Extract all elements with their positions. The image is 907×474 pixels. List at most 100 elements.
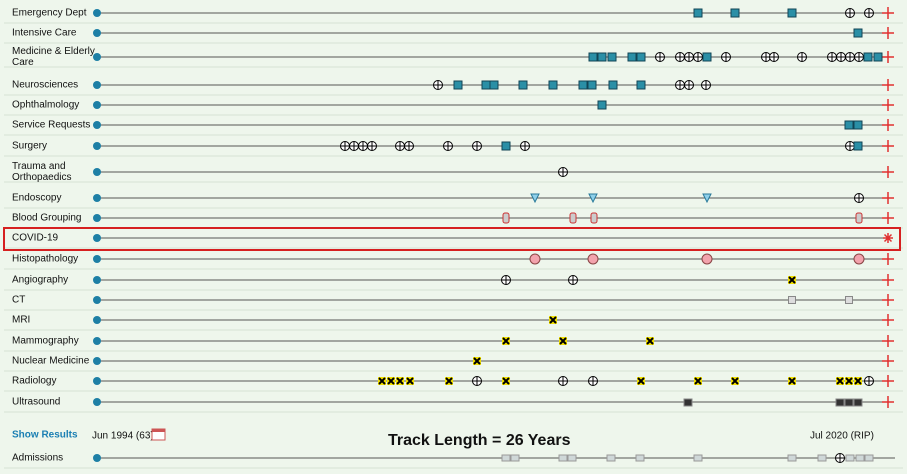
event-marker (502, 337, 510, 345)
event-marker (646, 337, 654, 345)
track-start (93, 29, 101, 37)
track-start (93, 142, 101, 150)
event-marker (835, 398, 845, 407)
event-marker (836, 52, 846, 62)
event-marker (721, 52, 731, 62)
event-marker (845, 296, 853, 304)
event-marker (684, 52, 694, 62)
admission-marker (635, 454, 645, 462)
track-start (93, 9, 101, 17)
event-marker (845, 8, 855, 18)
track-end (882, 79, 894, 91)
event-marker (378, 377, 386, 385)
event-marker (637, 377, 645, 385)
admission-marker (510, 454, 520, 462)
track-start (93, 316, 101, 324)
row-label: Intensive Care (12, 27, 77, 39)
event-marker (396, 377, 404, 385)
admission-marker (864, 454, 874, 462)
event-marker (854, 193, 864, 203)
track-start (93, 234, 101, 242)
track-end (882, 51, 894, 63)
event-marker (502, 377, 510, 385)
row-label: Mammography (12, 335, 79, 347)
event-marker (433, 80, 443, 90)
event-marker (597, 52, 607, 62)
event-marker (548, 80, 558, 90)
event-marker (443, 141, 453, 151)
event-marker (730, 8, 740, 18)
event-marker (445, 377, 453, 385)
track-start (93, 81, 101, 89)
row-label: Medicine & Elderly Care (12, 46, 95, 68)
event-marker (636, 80, 646, 90)
track-start (93, 194, 101, 202)
event-marker (853, 398, 863, 407)
track-end (882, 314, 894, 326)
event-marker (702, 52, 712, 62)
row-label: MRI (12, 314, 31, 326)
event-marker (636, 52, 646, 62)
event-marker (844, 120, 854, 130)
event-marker (787, 8, 797, 18)
event-marker (558, 167, 568, 177)
show-results-link[interactable]: Show Results (12, 429, 78, 441)
row-label: Histopathology (12, 253, 79, 265)
event-marker (588, 52, 598, 62)
track-end (882, 396, 894, 408)
admission-marker (817, 454, 827, 462)
track-start (93, 214, 101, 222)
track-start (93, 377, 101, 385)
track-length: Track Length = 26 Years (388, 432, 571, 449)
admission-marker (567, 454, 577, 462)
track-start (93, 168, 101, 176)
end-date: Jul 2020 (RIP) (810, 430, 874, 442)
event-marker (684, 80, 694, 90)
track-start (93, 337, 101, 345)
admission-marker (501, 454, 511, 462)
admission-marker (855, 454, 865, 462)
track-end (882, 119, 894, 131)
track-end (882, 212, 894, 224)
event-marker (864, 376, 874, 386)
event-marker (873, 52, 883, 62)
track-start (93, 276, 101, 284)
event-marker (836, 377, 844, 385)
event-marker (587, 80, 597, 90)
event-marker (693, 52, 703, 62)
admission-marker (787, 454, 797, 462)
event-marker (853, 141, 863, 151)
track-start (93, 101, 101, 109)
event-marker (844, 398, 854, 407)
event-marker (845, 52, 855, 62)
row-label: Admissions (12, 452, 64, 464)
event-marker (518, 80, 528, 90)
admission-marker (558, 454, 568, 462)
event-marker (367, 141, 377, 151)
row-label: Angiography (12, 274, 69, 286)
track-end (882, 140, 894, 152)
event-marker (655, 52, 665, 62)
event-marker (578, 80, 588, 90)
event-marker (472, 141, 482, 151)
event-marker (855, 212, 863, 224)
track-start (93, 357, 101, 365)
track-end (882, 253, 894, 265)
event-marker (607, 52, 617, 62)
event-marker (853, 28, 863, 38)
track-start (93, 398, 101, 406)
event-marker (473, 357, 481, 365)
row-label: Trauma and Orthopaedics (12, 161, 72, 183)
event-marker (608, 80, 618, 90)
row-label: CT (12, 294, 26, 306)
track-end (882, 166, 894, 178)
event-marker (387, 377, 395, 385)
event-marker (588, 376, 598, 386)
event-marker (358, 141, 368, 151)
highlight-box (3, 227, 901, 251)
event-marker (501, 141, 511, 151)
event-marker (558, 376, 568, 386)
event-marker (568, 275, 578, 285)
